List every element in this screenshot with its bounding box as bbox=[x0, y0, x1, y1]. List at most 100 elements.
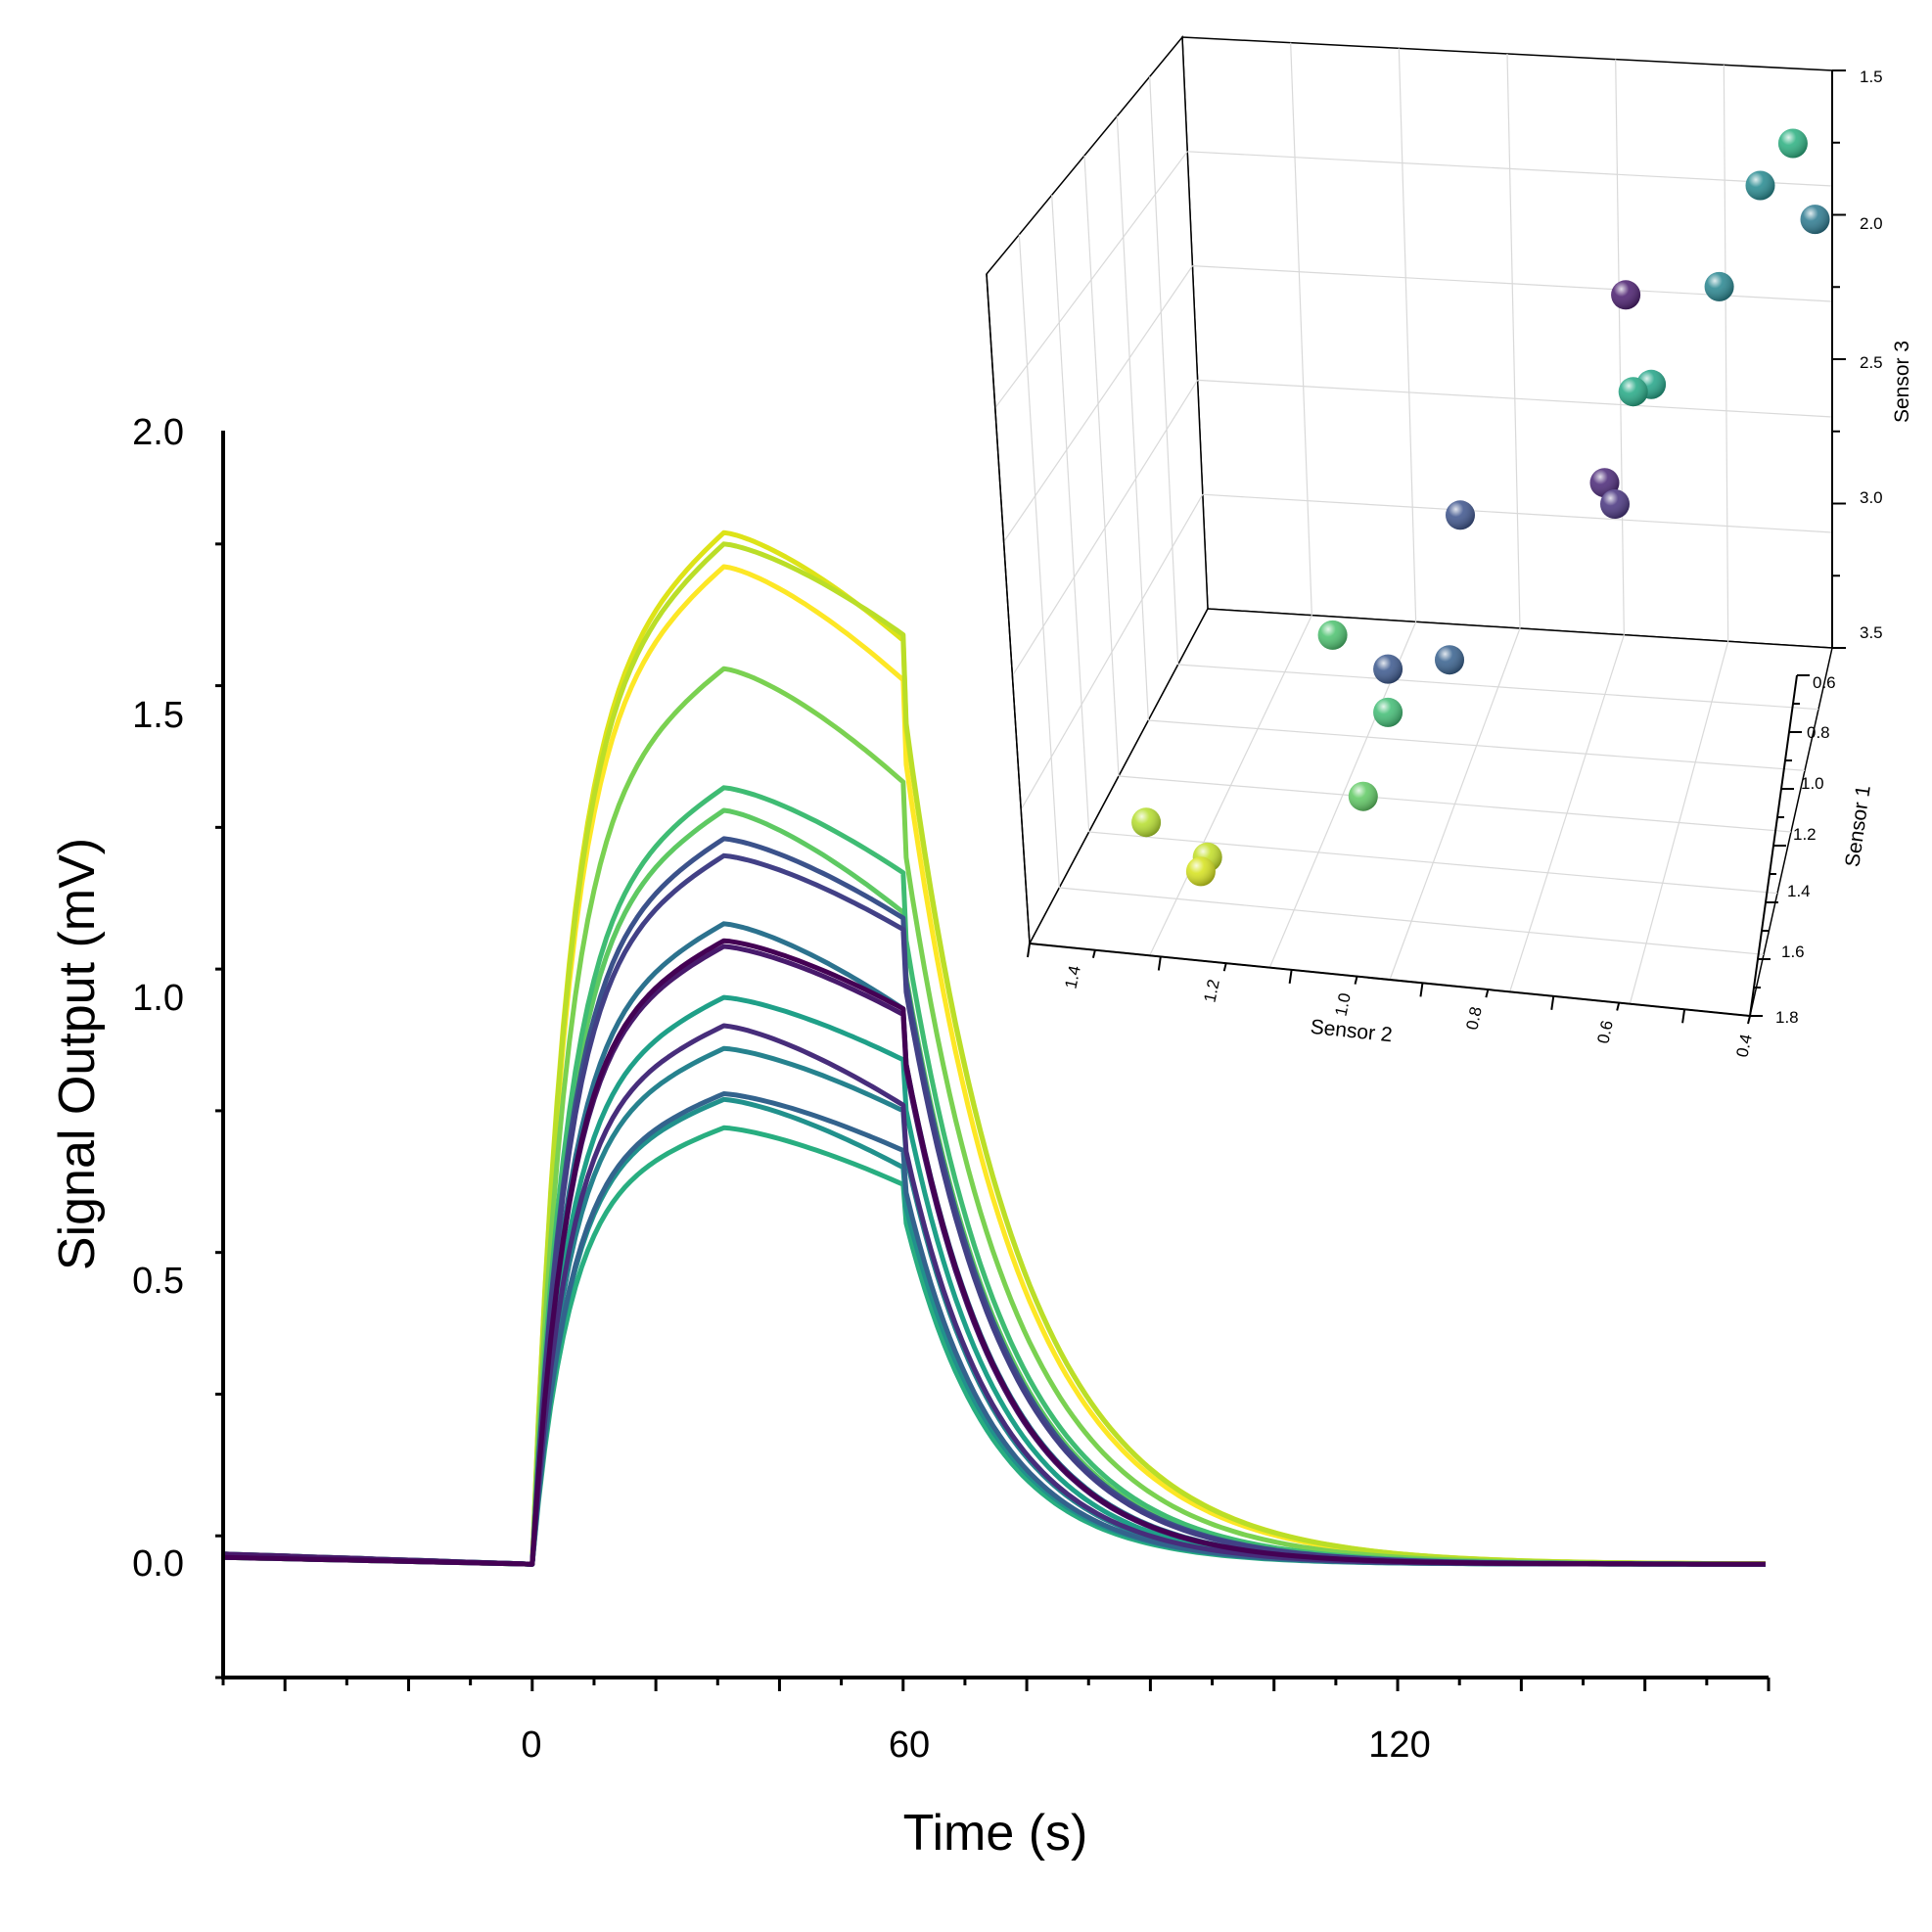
gridline bbox=[1083, 155, 1120, 777]
scatter-sphere bbox=[1745, 170, 1775, 201]
scatter-sphere bbox=[1131, 807, 1162, 838]
3d-gridlines bbox=[994, 42, 1833, 1004]
sensor2-tick bbox=[1157, 956, 1162, 971]
y-tick-label: 1.0 bbox=[132, 978, 184, 1019]
sensor2-tick-label: 1.0 bbox=[1331, 991, 1355, 1018]
scatter-sphere bbox=[1348, 781, 1378, 811]
sphere-shading bbox=[1618, 377, 1648, 407]
gridline bbox=[1020, 493, 1204, 810]
x-axis-ticks bbox=[221, 1678, 1771, 1691]
scatter-sphere bbox=[1618, 377, 1648, 407]
signal-curve bbox=[222, 1125, 1766, 1567]
gridline bbox=[1398, 48, 1417, 622]
gridline bbox=[1018, 234, 1060, 889]
sphere-shading bbox=[1185, 856, 1216, 887]
sensor2-tick bbox=[1419, 983, 1424, 997]
x-tick-label: 120 bbox=[1368, 1725, 1430, 1766]
x-axis-title: Time (s) bbox=[903, 1805, 1088, 1862]
sphere-shading bbox=[1131, 807, 1162, 838]
signal-curve bbox=[222, 1023, 1766, 1567]
sensor2-axis-title: Sensor 2 bbox=[1310, 1016, 1394, 1047]
scatter-sphere bbox=[1600, 489, 1630, 519]
x-tick-label: 0 bbox=[521, 1725, 541, 1766]
sphere-shading bbox=[1373, 697, 1403, 727]
sensor2-tick-label: 0.8 bbox=[1462, 1005, 1486, 1032]
sensor2-axis-line bbox=[1029, 943, 1751, 1017]
sphere-shading bbox=[1611, 280, 1641, 310]
gridline bbox=[1506, 53, 1521, 629]
sensor1-tick-label: 1.4 bbox=[1787, 882, 1811, 900]
sphere-shading bbox=[1348, 781, 1378, 811]
y-tick-label: 1.5 bbox=[132, 695, 184, 736]
sensor1-axis-title: Sensor 1 bbox=[1841, 784, 1874, 868]
gridline bbox=[1177, 664, 1819, 711]
sensor3-tick-label: 1.5 bbox=[1860, 68, 1883, 86]
scatter-sphere bbox=[1435, 645, 1464, 675]
sensor2-tick bbox=[1354, 976, 1358, 985]
sensor2-tick bbox=[1681, 1009, 1686, 1024]
gridline bbox=[1148, 719, 1806, 771]
sphere-shading bbox=[1745, 170, 1775, 201]
sensor1-tick-label: 0.6 bbox=[1813, 673, 1836, 692]
gridline bbox=[1615, 59, 1625, 635]
gridline bbox=[1051, 195, 1090, 833]
gridline bbox=[1290, 42, 1312, 616]
gridline bbox=[1723, 65, 1729, 642]
sensor2-tick-label: 1.2 bbox=[1200, 978, 1223, 1004]
sphere-shading bbox=[1777, 128, 1808, 159]
scatter-sphere bbox=[1373, 654, 1403, 684]
sphere-shading bbox=[1600, 489, 1630, 519]
scatter-sphere bbox=[1611, 280, 1641, 310]
signal-curve bbox=[222, 921, 1766, 1567]
sensor-3d-scatter: 1.5 2.0 2.5 3.0 3.5 Sensor 3 0.6 0.8 1.0… bbox=[986, 35, 1913, 1059]
sensor2-tick bbox=[1747, 1015, 1751, 1025]
sensor3-tick-label: 2.5 bbox=[1860, 353, 1883, 372]
sensor3-tick-label: 3.0 bbox=[1860, 488, 1883, 507]
scatter-sphere bbox=[1446, 500, 1475, 530]
sphere-shading bbox=[1704, 271, 1734, 301]
sensor2-tick-label: 0.4 bbox=[1732, 1033, 1756, 1059]
scatter-sphere bbox=[1800, 205, 1830, 235]
sensor2-tick bbox=[1222, 962, 1227, 972]
sensor2-tick-label: 1.4 bbox=[1061, 964, 1084, 990]
scatter-sphere bbox=[1777, 128, 1808, 159]
gridline bbox=[1059, 887, 1765, 955]
gridline bbox=[1149, 76, 1179, 666]
y-axis-title: Signal Output (mV) bbox=[49, 838, 106, 1270]
sensor2-tick bbox=[1288, 969, 1293, 985]
signal-line-chart: 2.0 1.5 1.0 0.5 0.0 0 60 120 Time (s) Si… bbox=[49, 412, 1771, 1862]
sphere-shading bbox=[1373, 654, 1403, 684]
signal-curve bbox=[222, 938, 1766, 1567]
gridline bbox=[1003, 265, 1193, 542]
gridline bbox=[1088, 831, 1778, 895]
sensor3-tick-label: 2.0 bbox=[1860, 214, 1883, 233]
gridline bbox=[1116, 115, 1149, 721]
front-edge bbox=[986, 273, 1031, 944]
sphere-shading bbox=[1317, 620, 1348, 650]
scatter-sphere bbox=[1185, 856, 1216, 887]
scatter-points bbox=[1131, 128, 1830, 887]
y-tick-label: 0.0 bbox=[132, 1543, 184, 1585]
x-tick-label: 60 bbox=[889, 1725, 930, 1766]
sensor2-tick bbox=[1616, 1002, 1621, 1011]
scatter-sphere bbox=[1373, 697, 1403, 727]
sensor1-tick-label: 1.2 bbox=[1793, 825, 1817, 844]
sensor2-tick bbox=[1485, 989, 1490, 998]
sensor1-tick-label: 1.0 bbox=[1801, 774, 1824, 793]
sensor3-axis-title: Sensor 3 bbox=[1891, 341, 1913, 423]
gridline bbox=[994, 151, 1188, 409]
sphere-shading bbox=[1800, 205, 1830, 235]
y-tick-label: 0.5 bbox=[132, 1261, 184, 1302]
sensor3-tick-label: 3.5 bbox=[1860, 623, 1883, 642]
sensor2-tick-label: 0.6 bbox=[1593, 1019, 1617, 1045]
scatter-sphere bbox=[1704, 271, 1734, 301]
signal-curves bbox=[222, 529, 1766, 1567]
sensor1-tick-label: 1.6 bbox=[1781, 943, 1805, 961]
sphere-shading bbox=[1446, 500, 1475, 530]
3d-axis-ticks bbox=[1027, 69, 1846, 1025]
scatter-sphere bbox=[1317, 620, 1348, 650]
sphere-shading bbox=[1435, 645, 1464, 675]
sensor2-tick bbox=[1091, 949, 1096, 958]
y-tick-label: 2.0 bbox=[132, 412, 184, 453]
